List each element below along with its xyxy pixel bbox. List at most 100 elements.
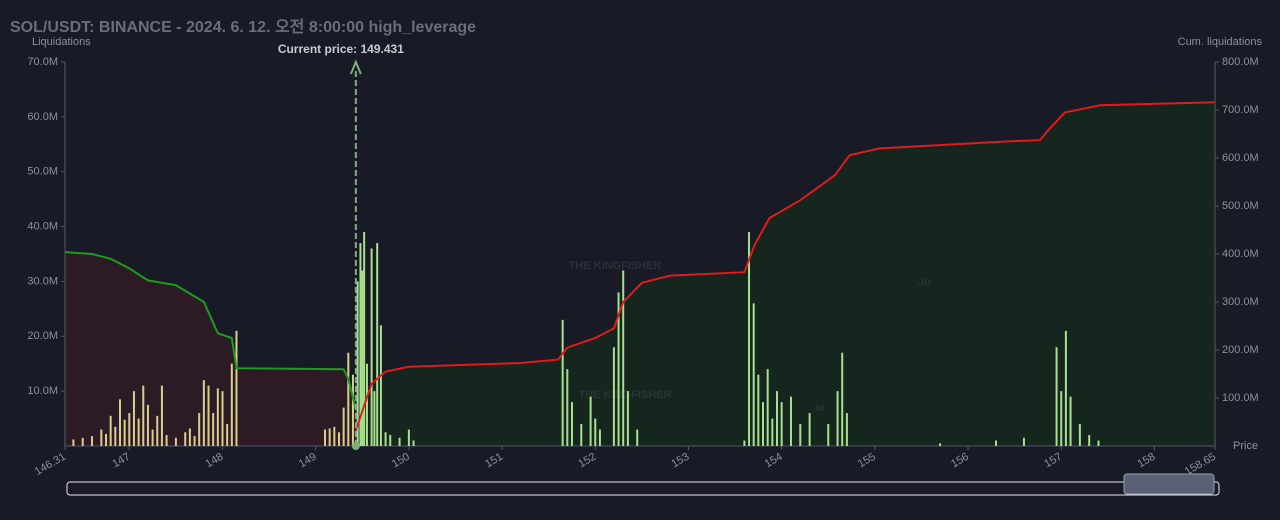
scrollbar[interactable] xyxy=(66,481,1220,496)
bar xyxy=(235,330,238,446)
y2-tick-label: 100.0M xyxy=(1222,392,1259,404)
bar xyxy=(132,391,135,446)
bar xyxy=(389,435,392,446)
scrollbar-thumb[interactable] xyxy=(1123,473,1215,495)
bar xyxy=(216,388,219,446)
y-tick-label: 50.0M xyxy=(27,166,58,178)
bar xyxy=(207,385,210,446)
bar xyxy=(612,347,615,446)
bar xyxy=(799,424,802,446)
bar xyxy=(198,413,201,446)
bar xyxy=(333,426,336,446)
area xyxy=(65,252,356,446)
bar xyxy=(580,424,583,446)
bar xyxy=(226,424,229,446)
x-tick-label: 148 xyxy=(204,451,226,471)
bar xyxy=(114,426,117,446)
bar xyxy=(827,424,830,446)
bar xyxy=(1097,440,1100,446)
current-price-label: Current price: 149.431 xyxy=(278,42,404,56)
bar xyxy=(351,374,354,446)
watermark-suffix: .io xyxy=(918,276,931,288)
bar xyxy=(636,429,639,446)
y2-tick-label: 200.0M xyxy=(1222,344,1259,356)
y2-tick-label: 800.0M xyxy=(1222,56,1259,68)
bar xyxy=(845,413,848,446)
bar xyxy=(771,418,774,446)
bar xyxy=(1069,396,1072,446)
bar xyxy=(1022,437,1025,446)
y-tick-label: 30.0M xyxy=(27,275,58,287)
bar xyxy=(100,429,103,446)
bar xyxy=(757,374,760,446)
x-tick-label: 151 xyxy=(483,451,505,471)
bar xyxy=(347,352,350,446)
bar xyxy=(151,429,154,446)
y2-axis-label: Cum. liquidations xyxy=(1178,36,1263,48)
bar xyxy=(142,385,145,446)
bar xyxy=(156,415,159,446)
bar xyxy=(118,399,121,446)
watermark: THE KINGFISHER xyxy=(579,389,672,401)
cumulative-line xyxy=(354,101,1216,431)
bar xyxy=(146,404,149,446)
bar xyxy=(1055,347,1058,446)
bar xyxy=(622,270,625,446)
x-tick-label: 154 xyxy=(763,451,785,471)
chart-title: SOL/USDT: BINANCE - 2024. 6. 12. 오전 8:00… xyxy=(10,18,476,36)
bar xyxy=(743,440,746,446)
bar xyxy=(91,436,94,446)
bar xyxy=(221,391,224,446)
bar xyxy=(81,437,84,446)
bar xyxy=(407,429,410,446)
y-tick-label: 40.0M xyxy=(27,220,58,232)
y-axis-label: Liquidations xyxy=(32,36,91,48)
bar xyxy=(598,429,601,446)
x-tick-label: 157 xyxy=(1042,451,1064,471)
bar xyxy=(748,232,751,446)
bar xyxy=(775,391,778,446)
bar xyxy=(188,428,191,446)
bar xyxy=(1064,330,1067,446)
bar xyxy=(365,363,368,446)
bar xyxy=(174,437,177,446)
y-tick-label: 70.0M xyxy=(27,56,58,68)
bar xyxy=(137,418,140,446)
bar xyxy=(373,391,376,446)
bar xyxy=(328,428,331,446)
cumulative-line xyxy=(64,251,357,411)
bar xyxy=(376,243,379,446)
x-tick-label: 146.31 xyxy=(33,451,68,478)
x-tick-label: 152 xyxy=(576,451,598,471)
x-tick-label: 156 xyxy=(949,451,971,471)
y-tick-label: 60.0M xyxy=(27,111,58,123)
x-tick-label: 158 xyxy=(1135,451,1157,471)
y2-tick-label: 300.0M xyxy=(1222,296,1259,308)
bar xyxy=(212,413,215,446)
bar xyxy=(939,443,942,446)
x-tick-label: 155 xyxy=(856,451,878,471)
watermark-suffix: .io xyxy=(812,402,825,414)
bar xyxy=(1088,435,1091,446)
bar xyxy=(359,243,362,446)
bar xyxy=(789,396,792,446)
bar xyxy=(570,402,573,446)
y-tick-label: 10.0M xyxy=(27,385,58,397)
bar xyxy=(109,415,112,446)
bar xyxy=(342,407,345,446)
y-tick-label: 20.0M xyxy=(27,330,58,342)
bar xyxy=(370,248,373,446)
x-tick-label: 149 xyxy=(297,451,319,471)
bar xyxy=(594,418,597,446)
bar xyxy=(836,391,839,446)
current-price-arrow xyxy=(349,59,362,75)
bar xyxy=(324,429,327,446)
bar xyxy=(766,369,769,446)
bar xyxy=(589,396,592,446)
bar xyxy=(105,433,108,446)
bar xyxy=(123,419,126,446)
bar xyxy=(193,436,196,446)
bar xyxy=(762,402,765,446)
